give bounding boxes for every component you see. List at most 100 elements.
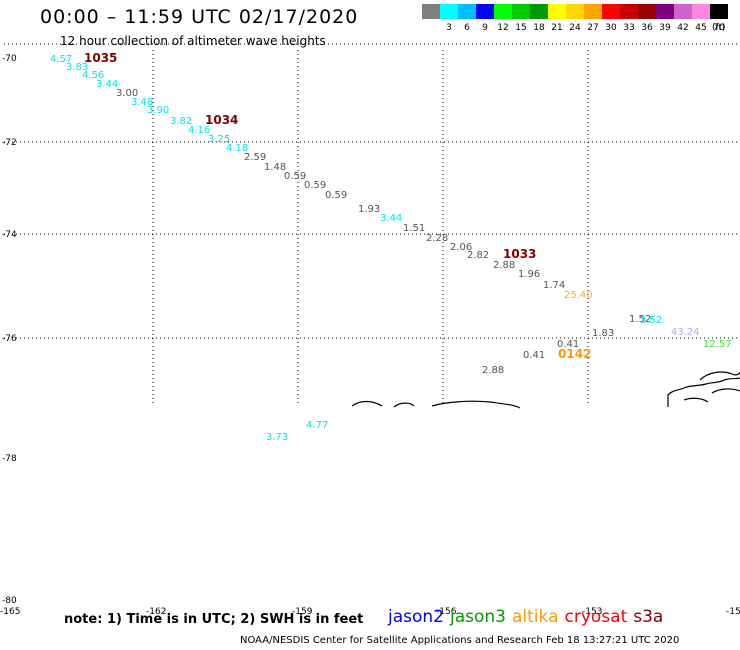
latitude-label: -76 (2, 334, 17, 344)
color-scale-label: 12 (497, 23, 509, 33)
wave-height-label: 1.51 (403, 223, 425, 234)
satellite-legend-item: s3a (633, 607, 664, 627)
longitude-label: -165 (0, 607, 21, 617)
color-scale-swatch (476, 4, 494, 19)
color-scale-label: 21 (551, 23, 563, 33)
color-scale-swatch (656, 4, 674, 19)
wave-height-label: 2.06 (450, 242, 472, 253)
wave-height-label: 1.48 (264, 162, 286, 173)
color-scale-swatch (710, 4, 728, 19)
color-scale-swatch (494, 4, 512, 19)
latitude-label: -72 (2, 138, 17, 148)
color-scale-label: 3 (446, 23, 452, 33)
wave-height-label: 0.59 (304, 180, 326, 191)
coastline-segment (667, 377, 740, 407)
wave-height-label: 2.88 (493, 260, 515, 271)
coastline-segment (683, 397, 709, 403)
map-title: 00:00 – 11:59 UTC 02/17/2020 (40, 6, 359, 28)
wave-height-label: 4.56 (82, 70, 104, 81)
wave-height-label: 4.16 (188, 125, 210, 136)
color-scale-swatch (512, 4, 530, 19)
latitude-label: -78 (2, 454, 17, 464)
color-scale-swatch (674, 4, 692, 19)
wave-height-label: 1.93 (358, 204, 380, 215)
color-scale-label: 33 (623, 23, 635, 33)
coastline-segment (431, 400, 521, 409)
wave-height-label: 1.83 (592, 328, 614, 339)
wave-height-label: 3.73 (266, 432, 288, 443)
satellite-legend-item: altika (512, 607, 559, 627)
latitude-label: -80 (2, 596, 17, 606)
wave-height-label: 4.77 (306, 420, 328, 431)
map-grid (4, 43, 740, 406)
wave-height-label: 2.59 (244, 152, 266, 163)
wave-height-label: 0.41 (557, 339, 579, 350)
wave-height-label: 0.41 (523, 350, 545, 361)
color-scale-label: 42 (677, 23, 689, 33)
wave-height-label: 3.44 (96, 79, 118, 90)
longitude-label: -150 (726, 607, 740, 617)
color-scale-swatch (530, 4, 548, 19)
color-scale-label: 9 (482, 23, 488, 33)
wave-height-label: 43.24 (671, 327, 700, 338)
coastline-segment (393, 402, 415, 408)
longitude-label: -162 (146, 607, 167, 617)
wave-height-label: 0.59 (284, 171, 306, 182)
color-scale-swatch (548, 4, 566, 19)
longitude-label: -159 (292, 607, 313, 617)
color-scale-label: 18 (533, 23, 545, 33)
color-scale-swatch (620, 4, 638, 19)
color-scale-swatch (440, 4, 458, 19)
wave-height-label: 2.28 (426, 233, 448, 244)
scale-unit: (ft) (712, 23, 726, 33)
wave-height-label: 1.96 (518, 269, 540, 280)
color-scale-label: 70 (713, 23, 725, 33)
latitude-label: -74 (2, 230, 17, 240)
wave-height-label: 3.90 (147, 105, 169, 116)
wave-height-label: 3.52 (640, 315, 662, 326)
wave-height-label: 2.82 (467, 250, 489, 261)
wave-height-label: 3.00 (116, 88, 138, 99)
wave-height-label: 1.52 (629, 314, 651, 325)
antarctic-coastline (351, 371, 740, 409)
wave-height-label: 3.48 (131, 97, 153, 108)
color-scale-swatch (584, 4, 602, 19)
wave-height-label: 12.57 (703, 339, 732, 350)
satellite-legend-item: jason3 (450, 607, 506, 627)
footnote: note: 1) Time is in UTC; 2) SWH is in fe… (64, 612, 364, 627)
color-scale-swatch (458, 4, 476, 19)
wave-height-label: 3.44 (380, 213, 402, 224)
longitude-label: -153 (582, 607, 603, 617)
latitude-label: -70 (2, 54, 17, 64)
color-scale-swatch (638, 4, 656, 19)
color-scale-label: 30 (605, 23, 617, 33)
color-scale-label: 36 (641, 23, 653, 33)
wave-height-label: 3.25 (208, 134, 230, 145)
wave-height-label: 4.18 (226, 143, 248, 154)
color-scale-swatch (692, 4, 710, 19)
satellite-legend-item: cryosat (564, 607, 628, 627)
latitude-labels: -70 -72 -74 -76 -78 -80 (2, 54, 17, 606)
color-scale-label: 45 (695, 23, 707, 33)
wave-height-label: 4.57 (50, 54, 72, 65)
color-scale-swatch (566, 4, 584, 19)
color-scale-swatch (602, 4, 620, 19)
observation-time-label: 1035 (84, 51, 117, 65)
wave-height-label: 2.88 (482, 365, 504, 376)
observation-time-label: 1034 (205, 113, 238, 127)
color-scale-label: 39 (659, 23, 671, 33)
wave-height-label: 3.82 (170, 116, 192, 127)
source-credit: NOAA/NESDIS Center for Satellite Applica… (240, 635, 680, 646)
color-scale-label: 27 (587, 23, 599, 33)
color-scale-label: 24 (569, 23, 581, 33)
color-scale-label: 15 (515, 23, 527, 33)
wave-height-label: 0.59 (325, 190, 347, 201)
satellite-legend: jason2 jason3 altika cryosat s3a (388, 607, 669, 627)
observation-time-label: 0142 (558, 347, 591, 361)
wave-height-label: 3.83 (66, 62, 88, 73)
coastline-segment (711, 388, 740, 394)
color-scale-swatch (422, 4, 440, 19)
observation-time-label: 1033 (503, 247, 536, 261)
